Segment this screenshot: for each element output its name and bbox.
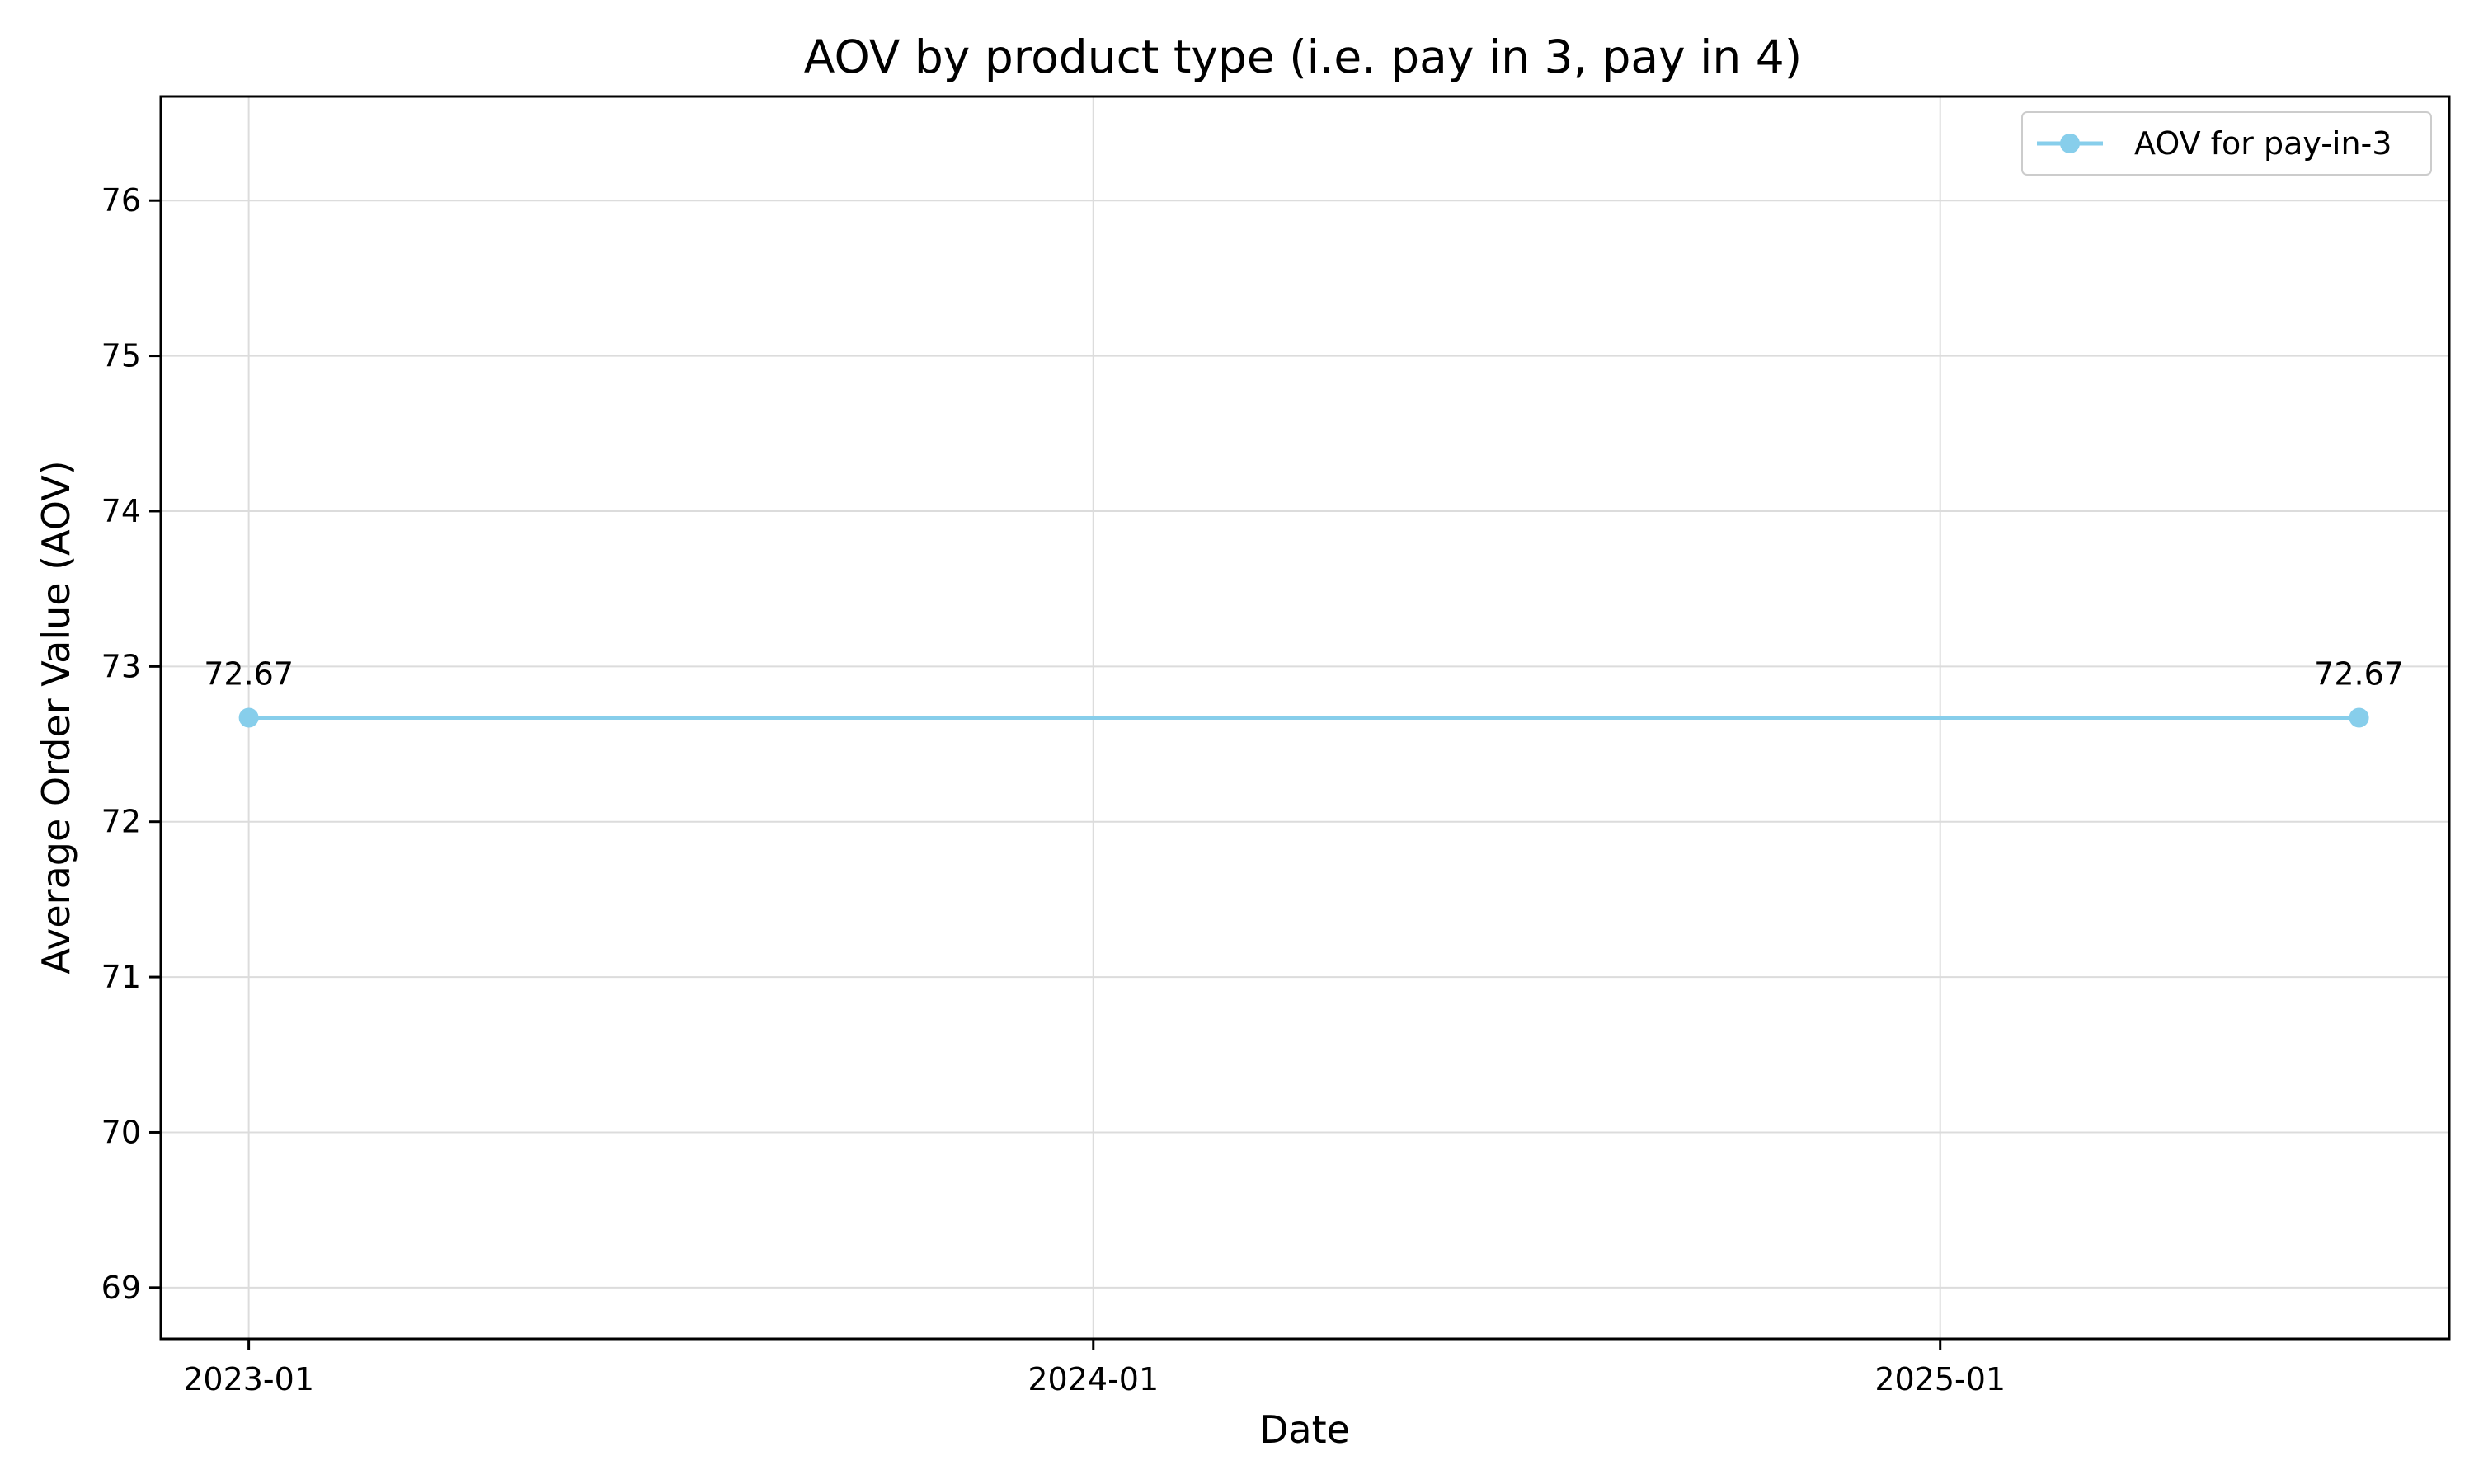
x-axis-label: Date bbox=[1259, 1407, 1350, 1452]
data-point[interactable] bbox=[238, 707, 259, 728]
data-labels: 72.67 72.67 bbox=[204, 656, 2404, 693]
data-point-label: 72.67 bbox=[2314, 656, 2404, 693]
x-tick-label: 2024-01 bbox=[1028, 1361, 1159, 1397]
data-point-label: 72.67 bbox=[204, 656, 294, 693]
plot-frame bbox=[159, 95, 2451, 1341]
legend-marker-swatch bbox=[2060, 134, 2080, 153]
y-tick-label: 75 bbox=[101, 338, 141, 374]
grid-lines bbox=[161, 96, 2449, 1339]
y-tick-label: 74 bbox=[101, 493, 141, 529]
chart-title: AOV by product type (i.e. pay in 3, pay … bbox=[804, 31, 1802, 83]
x-tick-label: 2023-01 bbox=[183, 1361, 314, 1397]
y-tick-label: 71 bbox=[101, 959, 141, 995]
y-axis-label: Average Order Value (AOV) bbox=[34, 460, 78, 974]
legend[interactable]: AOV for pay-in-3 bbox=[2021, 111, 2432, 176]
legend-box bbox=[2021, 111, 2432, 176]
plot-area: 72.67 72.67 bbox=[159, 95, 2451, 1341]
y-tick-label: 72 bbox=[101, 804, 141, 840]
y-axis: 69 70 71 72 73 74 75 76 bbox=[101, 182, 161, 1306]
y-tick-label: 70 bbox=[101, 1114, 141, 1150]
y-tick-label: 69 bbox=[101, 1270, 141, 1306]
data-point[interactable] bbox=[2349, 707, 2369, 728]
y-tick-label: 76 bbox=[101, 182, 141, 218]
x-axis: 2023-01 2024-01 2025-01 bbox=[183, 1339, 2006, 1397]
series-layer bbox=[238, 707, 2369, 728]
y-tick-label: 73 bbox=[101, 648, 141, 684]
x-tick-label: 2025-01 bbox=[1874, 1361, 2006, 1397]
legend-label: AOV for pay-in-3 bbox=[2134, 125, 2392, 162]
